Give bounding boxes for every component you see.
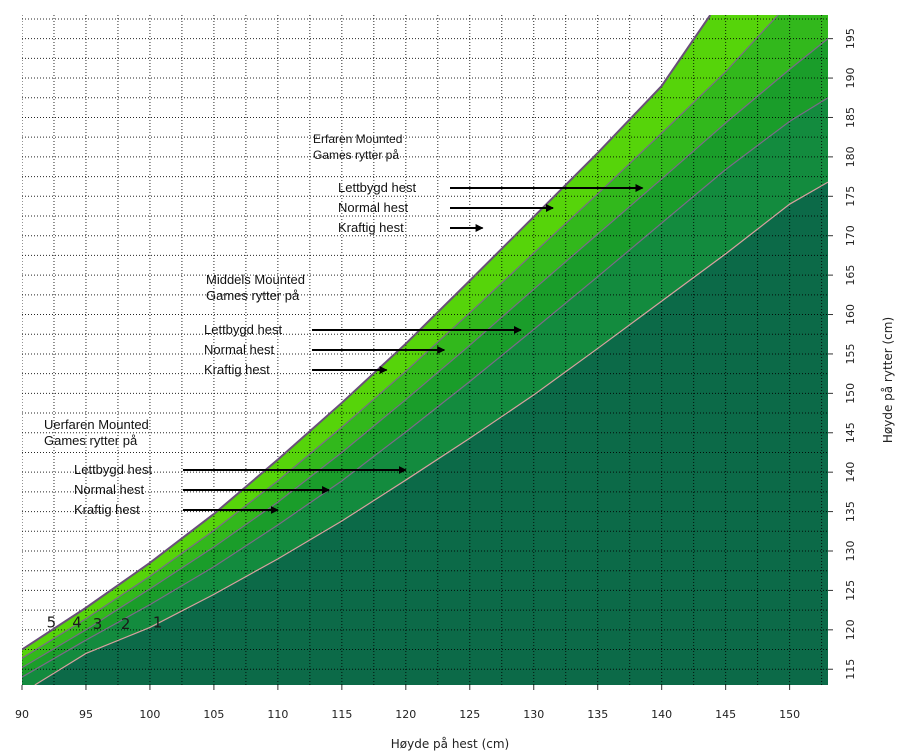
y-tick-label: 160 bbox=[844, 304, 857, 325]
annotation-title: Erfaren Mounted bbox=[313, 132, 402, 146]
y-tick-label: 115 bbox=[844, 659, 857, 680]
area-below-boundary-1 bbox=[34, 15, 828, 685]
chart-boundaries bbox=[22, 15, 828, 685]
x-tick-label: 95 bbox=[79, 708, 93, 721]
y-tick-label: 120 bbox=[844, 619, 857, 640]
y-tick-label: 145 bbox=[844, 422, 857, 443]
x-tick-label: 115 bbox=[331, 708, 352, 721]
boundary-line-4 bbox=[22, 15, 779, 659]
annotation-title: Games rytter på bbox=[44, 433, 138, 448]
x-tick-label: 110 bbox=[267, 708, 288, 721]
x-tick-label: 105 bbox=[203, 708, 224, 721]
annotation-label: Lettbygd hest bbox=[204, 322, 282, 337]
annotation-label: Lettbygd hest bbox=[74, 462, 152, 477]
zone-label-5: 5 bbox=[47, 613, 57, 631]
annotation-title: Games rytter på bbox=[313, 148, 399, 162]
y-tick-label: 135 bbox=[844, 501, 857, 522]
x-tick-label: 145 bbox=[715, 708, 736, 721]
x-axis-title: Høyde på hest (cm) bbox=[391, 737, 509, 751]
y-tick-label: 150 bbox=[844, 383, 857, 404]
y-axis-title: Høyde på rytter (cm) bbox=[881, 317, 895, 443]
annotation-label: Kraftig hest bbox=[338, 220, 404, 235]
y-tick-label: 140 bbox=[844, 462, 857, 483]
zone-label-4: 4 bbox=[72, 613, 82, 631]
annotation-title: Uerfaren Mounted bbox=[44, 417, 149, 432]
chart-annotations: Erfaren Mounted Games rytter på Lettbygd h… bbox=[44, 132, 644, 633]
zone-label-1: 1 bbox=[153, 613, 163, 631]
y-tick-label: 185 bbox=[844, 107, 857, 128]
boundary-line-2 bbox=[22, 97, 828, 678]
x-tick-label: 140 bbox=[651, 708, 672, 721]
boundary-line-1 bbox=[34, 181, 828, 685]
y-tick-label: 165 bbox=[844, 265, 857, 286]
zone-label-2: 2 bbox=[121, 615, 131, 633]
annotation-label: Kraftig hest bbox=[74, 502, 140, 517]
x-tick-label: 90 bbox=[15, 708, 29, 721]
x-tick-label: 120 bbox=[395, 708, 416, 721]
y-tick-label: 170 bbox=[844, 225, 857, 246]
x-tick-label: 150 bbox=[779, 708, 800, 721]
annotation-label: Normal hest bbox=[204, 342, 274, 357]
chart-grid bbox=[22, 15, 828, 685]
y-tick-label: 195 bbox=[844, 28, 857, 49]
y-tick-label: 190 bbox=[844, 68, 857, 89]
y-tick-label: 125 bbox=[844, 580, 857, 601]
zone-label-3: 3 bbox=[93, 615, 103, 633]
y-tick-label: 180 bbox=[844, 146, 857, 167]
y-tick-label: 130 bbox=[844, 541, 857, 562]
x-tick-label: 125 bbox=[459, 708, 480, 721]
boundary-line-5 bbox=[22, 15, 712, 651]
annotation-label: Normal hest bbox=[74, 482, 144, 497]
annotation-label: Normal hest bbox=[338, 200, 408, 215]
x-tick-label: 135 bbox=[587, 708, 608, 721]
annotation-label: Kraftig hest bbox=[204, 362, 270, 377]
boundary-line-3 bbox=[22, 38, 828, 669]
x-tick-label: 130 bbox=[523, 708, 544, 721]
chart-axes: 90 95 100 105 110 115 120 125 130 135 140 145 150115… bbox=[15, 28, 857, 721]
annotation-title: Games rytter på bbox=[206, 288, 300, 303]
y-tick-label: 155 bbox=[844, 343, 857, 364]
annotation-title: Middels Mounted bbox=[206, 272, 305, 287]
x-tick-label: 100 bbox=[139, 708, 160, 721]
y-tick-label: 175 bbox=[844, 186, 857, 207]
annotation-label: Lettbygd hest bbox=[338, 180, 416, 195]
